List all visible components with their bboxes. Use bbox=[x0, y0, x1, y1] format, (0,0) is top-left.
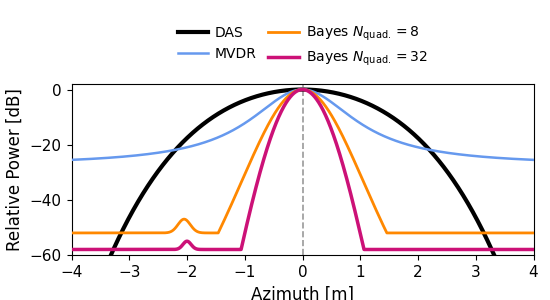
Y-axis label: Relative Power [dB]: Relative Power [dB] bbox=[6, 88, 24, 251]
Legend: DAS, MVDR, Bayes $N_\mathregular{quad.} = 8$, Bayes $N_\mathregular{quad.} = 32$: DAS, MVDR, Bayes $N_\mathregular{quad.} … bbox=[172, 19, 433, 74]
X-axis label: Azimuth [m]: Azimuth [m] bbox=[251, 285, 354, 300]
